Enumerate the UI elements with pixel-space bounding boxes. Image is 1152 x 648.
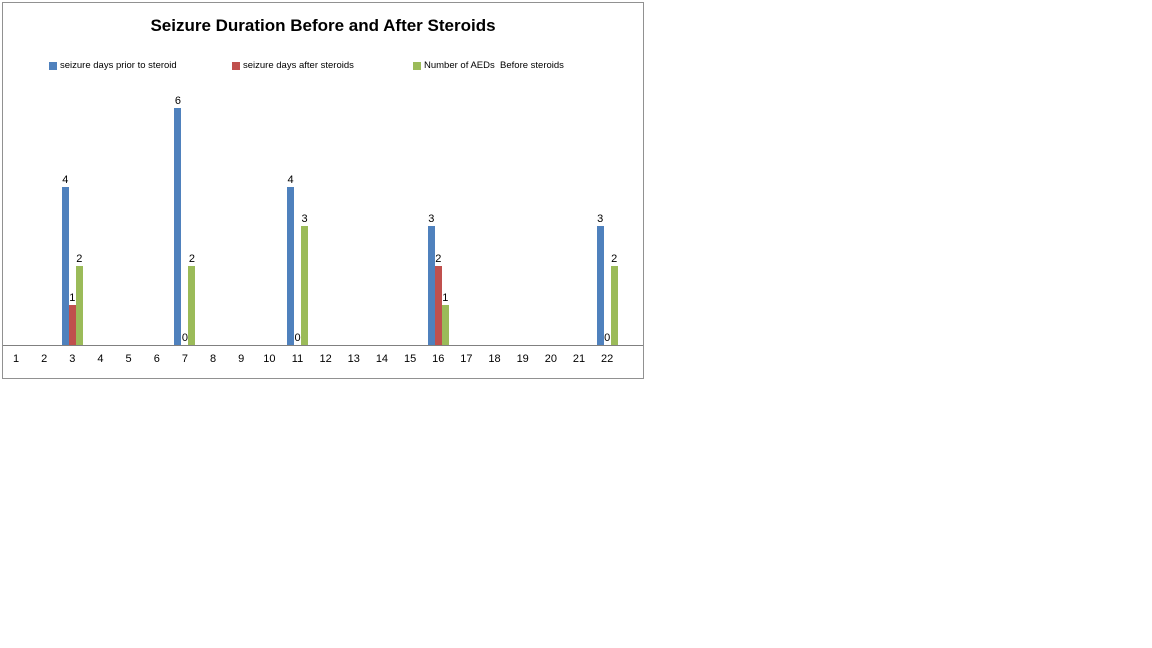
bar-after[interactable] — [68, 305, 76, 345]
legend-marker-icon — [413, 61, 421, 70]
x-axis-tick-label: 12 — [319, 353, 332, 365]
bar-aeds[interactable] — [75, 266, 83, 345]
x-axis-tick-label: 8 — [209, 353, 217, 365]
legend-marker-icon — [232, 61, 240, 70]
x-axis-tick-label: 3 — [69, 353, 76, 365]
data-label: 0 — [604, 332, 611, 344]
x-axis-tick-label: 11 — [291, 353, 304, 365]
x-axis-tick-label: 6 — [153, 353, 160, 365]
bar-aeds[interactable] — [610, 266, 618, 345]
data-label: 2 — [188, 253, 195, 265]
bar-after[interactable] — [434, 266, 442, 345]
x-axis-tick-label: 18 — [488, 353, 501, 365]
x-axis-tick-label: 19 — [516, 353, 529, 365]
legend-label: Number of AEDs Before steroids — [424, 60, 564, 71]
data-label: 0 — [181, 332, 188, 344]
bar-prior[interactable] — [596, 226, 604, 345]
x-axis-tick-label: 20 — [544, 353, 557, 365]
data-label: 2 — [435, 253, 442, 265]
bar-prior[interactable] — [174, 108, 182, 345]
data-label: 2 — [611, 253, 618, 265]
legend-item[interactable]: seizure days after steroids — [232, 59, 354, 72]
x-axis-tick-label: 10 — [263, 353, 276, 365]
legend-label: seizure days after steroids — [243, 60, 354, 71]
data-label: 3 — [597, 213, 604, 225]
data-label: 3 — [428, 213, 435, 225]
x-axis-tick-label: 2 — [41, 353, 48, 365]
x-axis-tick-label: 21 — [572, 353, 586, 365]
x-axis-tick-label: 14 — [375, 353, 389, 365]
x-axis-tick-label: 16 — [432, 353, 445, 365]
x-axis-tick-label: 4 — [97, 353, 104, 365]
bar-prior[interactable] — [427, 226, 435, 345]
x-axis-tick-label: 22 — [601, 353, 614, 365]
data-label: 4 — [287, 174, 294, 186]
x-axis-tick-label: 15 — [403, 353, 417, 365]
bar-aeds[interactable] — [188, 266, 196, 345]
legend-item[interactable]: seizure days prior to steroid — [49, 59, 177, 72]
bar-aeds[interactable] — [441, 305, 449, 345]
legend-label: seizure days prior to steroid — [60, 60, 177, 71]
x-axis-tick-label: 1 — [12, 353, 20, 365]
x-axis-line — [3, 345, 643, 346]
x-axis-tick-label: 5 — [125, 353, 132, 365]
x-axis-tick-label: 9 — [238, 353, 245, 365]
chart-title[interactable]: Seizure Duration Before and After Steroi… — [150, 16, 496, 35]
data-label: 1 — [69, 292, 76, 304]
chart[interactable]: Seizure Duration Before and After Steroi… — [2, 2, 644, 379]
data-label: 1 — [442, 292, 449, 304]
data-label: 4 — [62, 174, 69, 186]
data-label: 3 — [301, 213, 308, 225]
bar-prior[interactable] — [61, 187, 69, 345]
data-label: 0 — [294, 332, 301, 344]
data-label: 2 — [76, 253, 83, 265]
x-axis-tick-label: 7 — [181, 353, 188, 365]
data-label: 6 — [174, 95, 181, 107]
plot-area: 1 2 3 4 1 2 4 5 6 7 6 0 2 8 9 10 11 4 0 3 12 13 14 15 16 3 2 1 17 18 1… — [3, 3, 643, 378]
legend-marker-icon — [49, 61, 57, 70]
x-axis-tick-label: 17 — [460, 353, 473, 365]
x-axis-tick-label: 13 — [347, 353, 360, 365]
bar-aeds[interactable] — [301, 226, 308, 345]
bar-prior[interactable] — [287, 187, 294, 345]
legend-item[interactable]: Number of AEDs Before steroids — [413, 59, 564, 72]
